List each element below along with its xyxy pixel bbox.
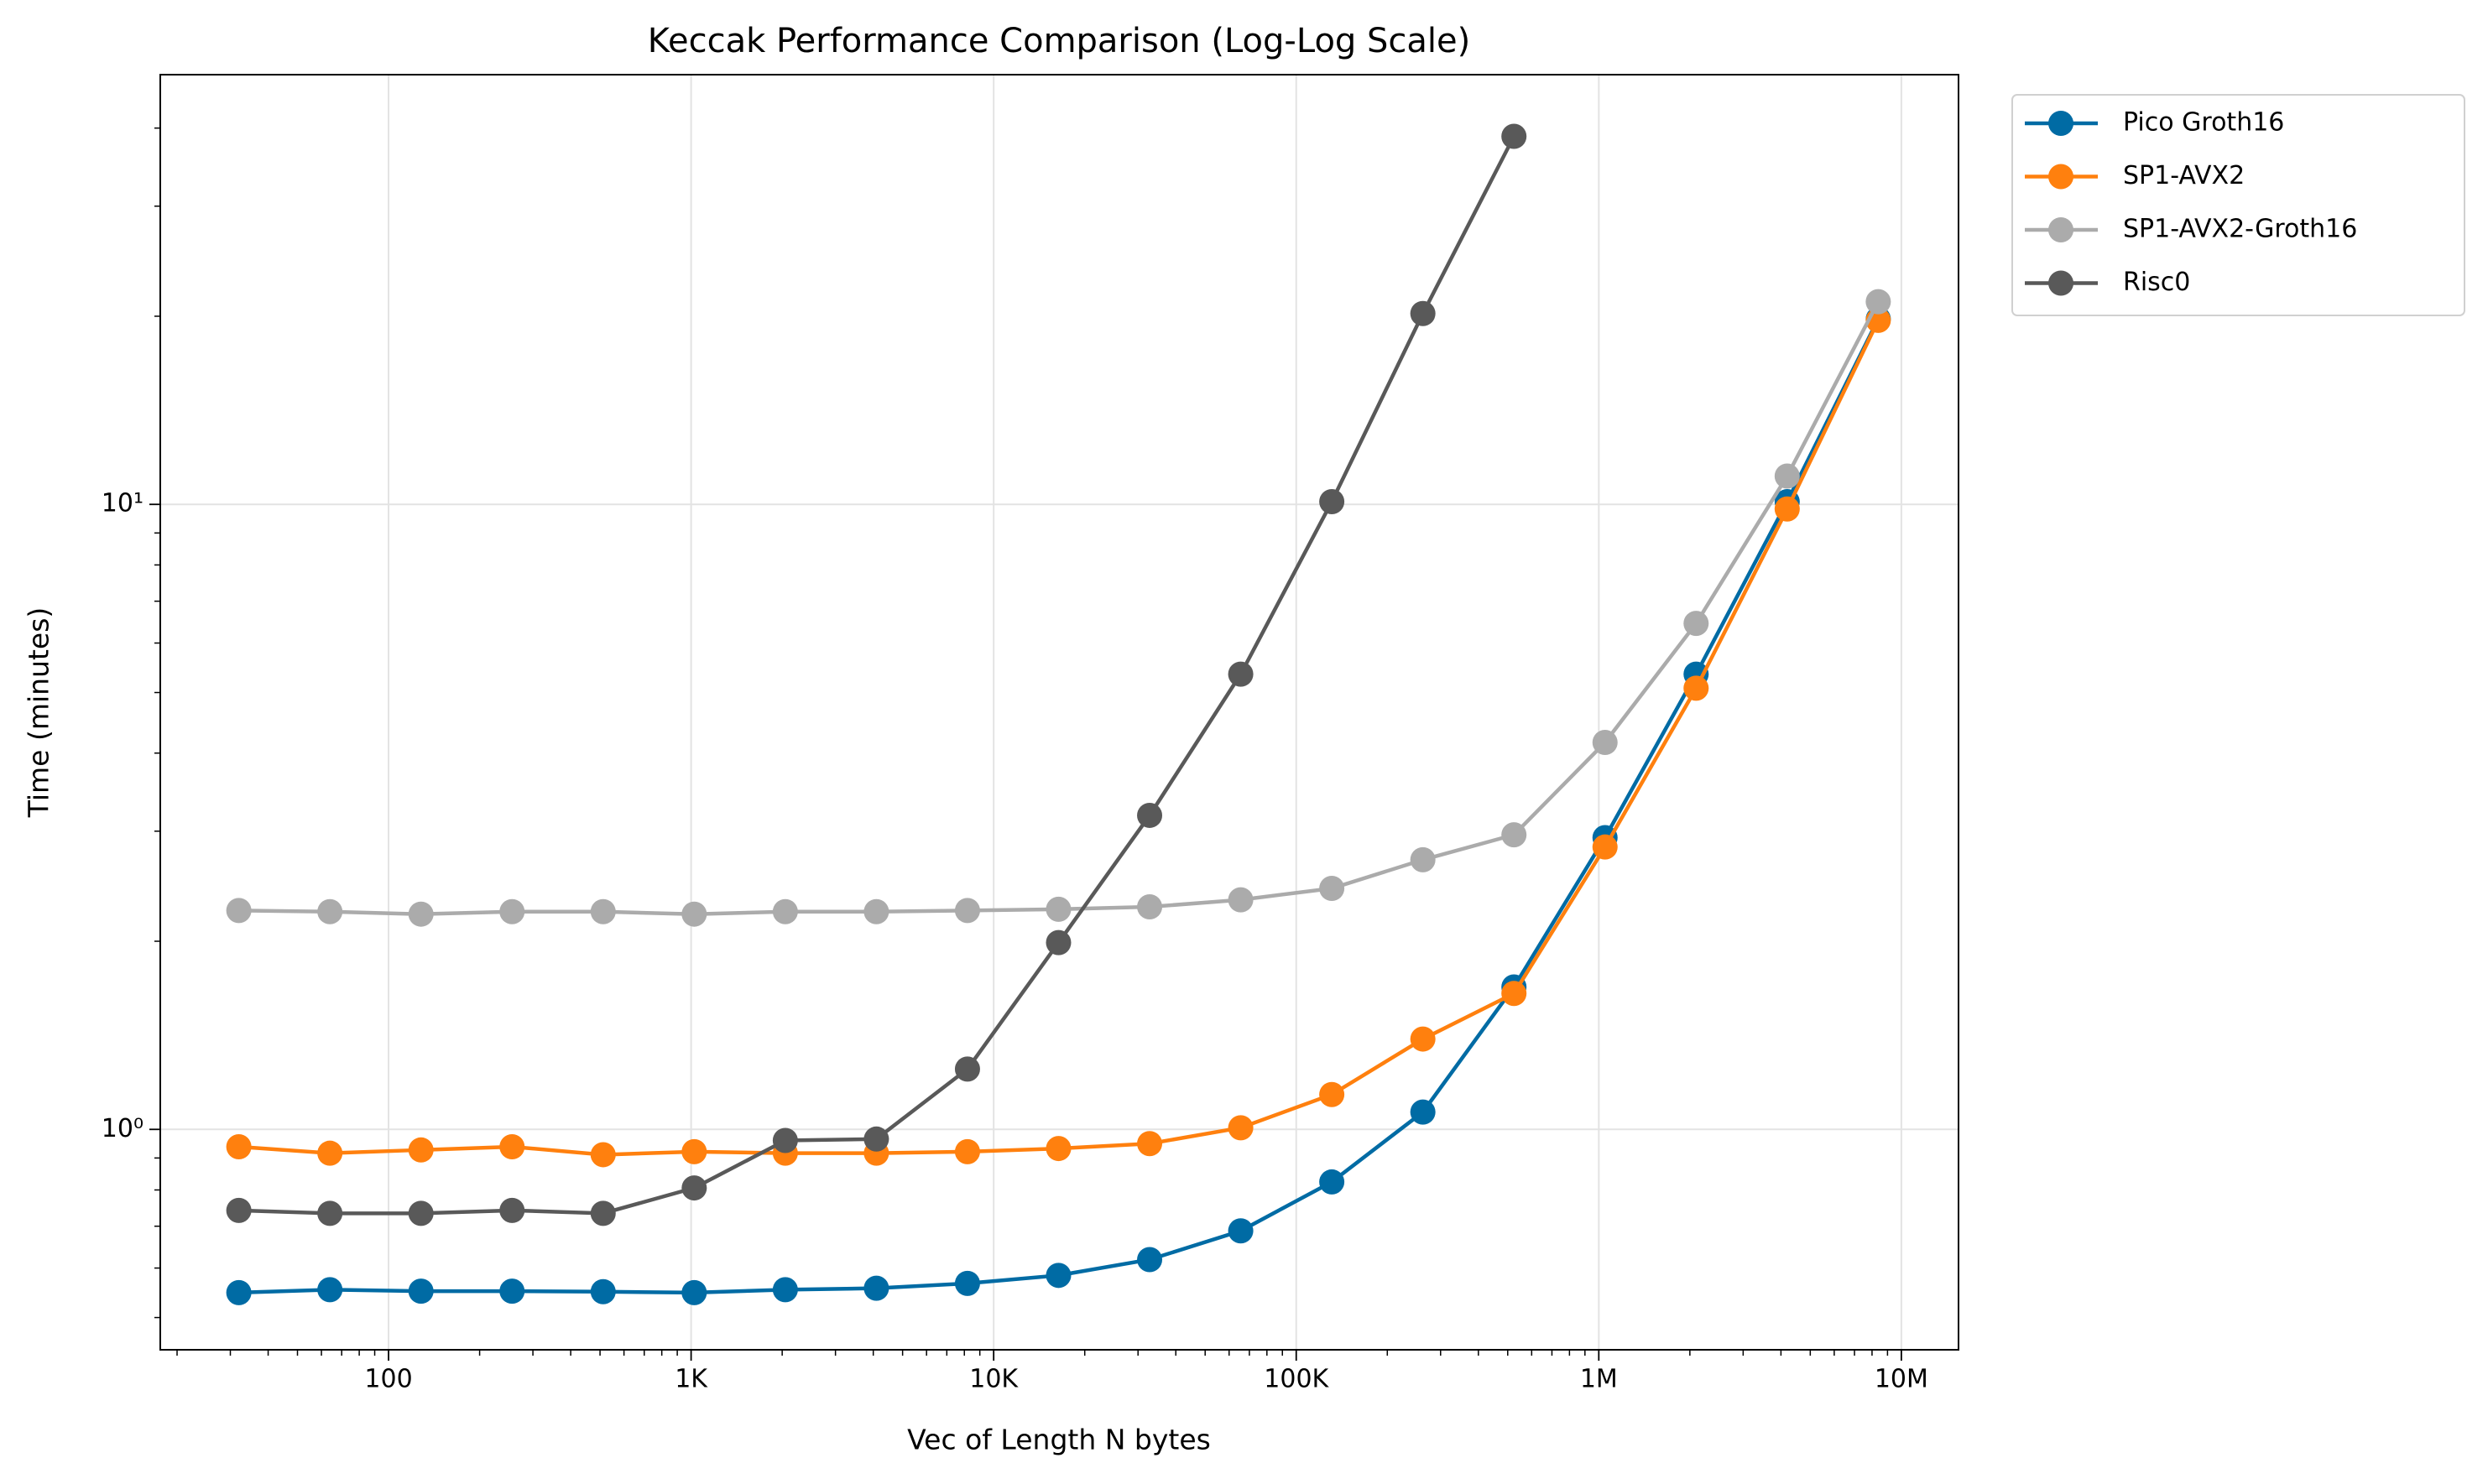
data-point [1319,875,1345,901]
data-point [499,898,525,924]
series [226,123,1527,1226]
data-point [226,1133,252,1159]
data-point [1228,887,1254,913]
legend-label: SP1-AVX2-Groth16 [2123,215,2357,244]
data-point [226,898,252,924]
data-point [772,1277,798,1303]
series [226,289,1891,927]
data-point [863,1275,889,1301]
legend-label: Pico Groth16 [2123,108,2284,138]
data-point [1046,1136,1072,1162]
data-point [1137,1131,1163,1157]
data-point [1501,822,1527,848]
legend-label: SP1-AVX2 [2123,161,2245,190]
data-point [590,1200,616,1226]
data-point [317,1200,343,1226]
data-point [954,1138,980,1164]
data-point [1592,834,1618,860]
data-point [590,1142,616,1168]
data-point [681,1279,707,1305]
data-point [226,1279,252,1305]
data-point [1774,463,1800,489]
legend-label: Risc0 [2123,268,2190,297]
data-point [772,1127,798,1153]
data-point [499,1278,525,1304]
data-point [681,1175,707,1201]
data-point [681,901,707,927]
data-point [1137,1247,1163,1273]
data-point [1137,802,1163,828]
data-point [954,1270,980,1296]
data-point [1137,894,1163,920]
y-axis-label: Time (minutes) [23,607,55,819]
data-point [1228,1218,1254,1244]
data-point [1683,675,1709,701]
chart-title: Keccak Performance Comparison (Log-Log S… [648,22,1471,60]
y-tick-label: 10¹ [102,489,143,518]
x-tick-label: 100K [1264,1365,1329,1394]
data-point [954,898,980,924]
data-point [1774,496,1800,522]
data-point [1865,289,1891,315]
data-point [317,1140,343,1166]
data-point [1501,123,1527,149]
data-point [681,1138,707,1164]
data-point [408,1278,434,1304]
data-point [1410,1026,1436,1052]
x-tick-label: 1K [675,1365,708,1394]
data-point [590,898,616,924]
legend: Pico Groth16 SP1-AVX2 SP1-AVX2-Groth16 Risc… [2011,94,2465,316]
series-line [238,135,1516,1216]
data-point [590,1278,616,1304]
legend-marker [2048,270,2073,296]
data-point [408,901,434,927]
data-point [1319,1169,1345,1195]
data-point [1683,611,1709,637]
data-point [772,898,798,924]
data-point [1592,730,1618,756]
legend-marker [2048,164,2073,190]
data-point [1228,661,1254,687]
data-point [1501,981,1527,1007]
legend-box [2011,94,2465,316]
data-point [1228,1115,1254,1141]
data-point [863,898,889,924]
data-point [499,1133,525,1159]
data-point [1319,1081,1345,1107]
data-point [1319,489,1345,515]
legend-marker [2048,111,2073,136]
y-tick-label: 10⁰ [102,1114,143,1143]
data-point [408,1137,434,1163]
series-line [238,300,1880,916]
legend-marker [2048,217,2073,242]
x-tick-label: 10M [1875,1365,1928,1394]
data-point [1410,846,1436,872]
data-point [1046,1263,1072,1289]
data-point [954,1056,980,1082]
data-point [1046,896,1072,922]
data-point [863,1126,889,1152]
data-point [226,1197,252,1223]
x-axis-label: Vec of Length N bytes [907,1424,1211,1456]
x-tick-label: 1M [1580,1365,1618,1394]
data-point [1046,929,1072,955]
data-point [317,1277,343,1303]
data-point [499,1197,525,1223]
plot-frame [159,74,1959,1351]
series-line [238,319,1880,1157]
data-point [1410,1099,1436,1125]
series [226,307,1891,1168]
x-tick-label: 100 [364,1365,412,1394]
data-point [1410,300,1436,326]
data-point [317,898,343,924]
x-tick-label: 10K [969,1365,1019,1394]
data-point [408,1200,434,1226]
